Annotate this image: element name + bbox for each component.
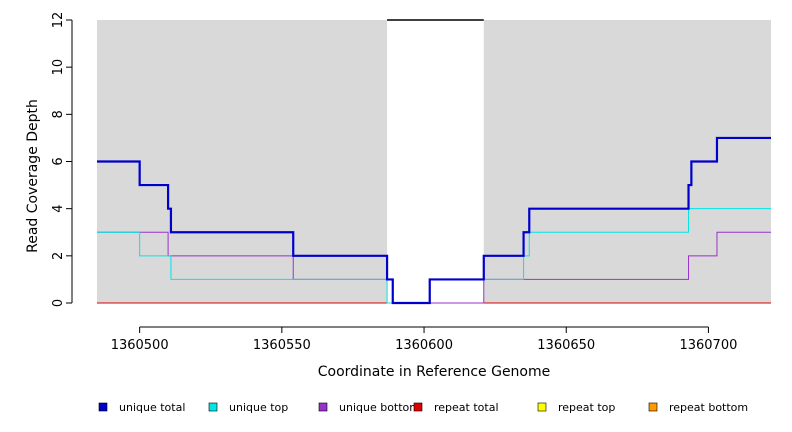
y-tick-label: 6 <box>51 157 66 165</box>
legend-label: repeat bottom <box>669 401 748 414</box>
y-tick-label: 8 <box>51 110 66 118</box>
series-line-unique-total <box>97 136 771 305</box>
shaded-regions <box>97 19 771 303</box>
legend-swatch <box>98 402 108 412</box>
legend-item: repeat total <box>413 401 499 414</box>
y-tick-label: 10 <box>51 59 66 76</box>
legend-swatch <box>537 402 547 412</box>
legend-label: unique total <box>119 401 185 414</box>
legend-label: unique bottom <box>339 401 420 414</box>
legend-label: repeat total <box>434 401 499 414</box>
x-tick-label: 1360650 <box>537 338 595 353</box>
y-tick-label: 0 <box>51 299 66 307</box>
x-tick-label: 1360500 <box>111 338 169 353</box>
legend-item: unique total <box>98 401 185 414</box>
legend-item: repeat bottom <box>648 401 748 414</box>
legend-label: repeat top <box>558 401 615 414</box>
x-tick-label: 1360600 <box>395 338 453 353</box>
legend-item: unique top <box>208 401 288 414</box>
x-ticks: 1360500 1360550 1360600 1360650 1360700 <box>111 327 737 353</box>
y-ticks: 0 2 4 6 8 10 12 <box>51 12 72 307</box>
x-tick-label: 1360550 <box>253 338 311 353</box>
legend-swatch <box>208 402 218 412</box>
x-tick-label: 1360700 <box>679 338 737 353</box>
x-axis-label: Coordinate in Reference Genome <box>318 364 551 380</box>
y-tick-label: 12 <box>51 12 66 29</box>
y-tick-label: 4 <box>51 205 66 213</box>
series-lines <box>97 136 771 305</box>
legend-swatch <box>648 402 658 412</box>
y-axis-label: Read Coverage Depth <box>25 99 41 253</box>
legend: unique total unique top unique bottom repea… <box>98 401 748 414</box>
legend-swatch <box>318 402 328 412</box>
legend-item: repeat top <box>537 401 615 414</box>
shaded-region-1 <box>483 20 771 303</box>
legend-swatch <box>413 402 423 412</box>
y-tick-label: 2 <box>51 252 66 260</box>
legend-label: unique top <box>229 401 288 414</box>
legend-item: unique bottom <box>318 401 420 414</box>
